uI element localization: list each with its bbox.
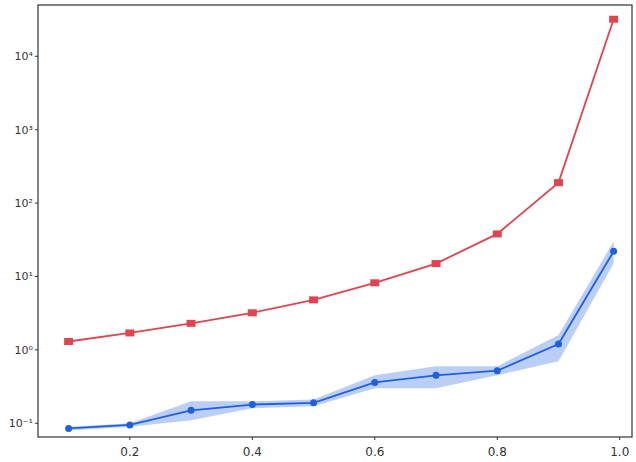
point [64,338,73,345]
point [610,248,617,255]
point [554,179,563,186]
confidence-band [69,241,614,430]
y-tick-label: 10⁻¹ [9,417,33,430]
x-tick-label: 0.2 [120,445,139,459]
point [433,372,440,379]
point [310,399,317,406]
y-tick-label: 10³ [15,124,33,137]
point [432,260,441,267]
y-tick-label: 10¹ [15,270,33,283]
y-tick-label: 10⁰ [15,344,34,357]
point [371,379,378,386]
point [555,341,562,348]
point [187,320,196,327]
point [309,296,318,303]
series-line [69,251,614,428]
point [65,425,72,432]
x-tick-label: 1.0 [610,445,629,459]
x-tick-label: 0.4 [243,445,262,459]
x-tick-label: 0.8 [488,445,507,459]
y-tick-label: 10² [15,197,33,210]
point [188,407,195,414]
x-tick-label: 0.6 [365,445,384,459]
point [494,367,501,374]
point [370,279,379,286]
point [609,16,618,23]
point [493,230,502,237]
chart: 0.2 0.4 0.6 0.8 1.0 10⁻¹ 10⁰ 10¹ 10² 10³ 10⁴ [0,0,636,462]
plot-area [64,16,618,432]
y-tick-label: 10⁴ [15,50,34,63]
point [125,329,134,336]
frame [38,5,632,437]
point [126,421,133,428]
series-line [69,19,614,341]
point [248,309,257,316]
point [249,401,256,408]
